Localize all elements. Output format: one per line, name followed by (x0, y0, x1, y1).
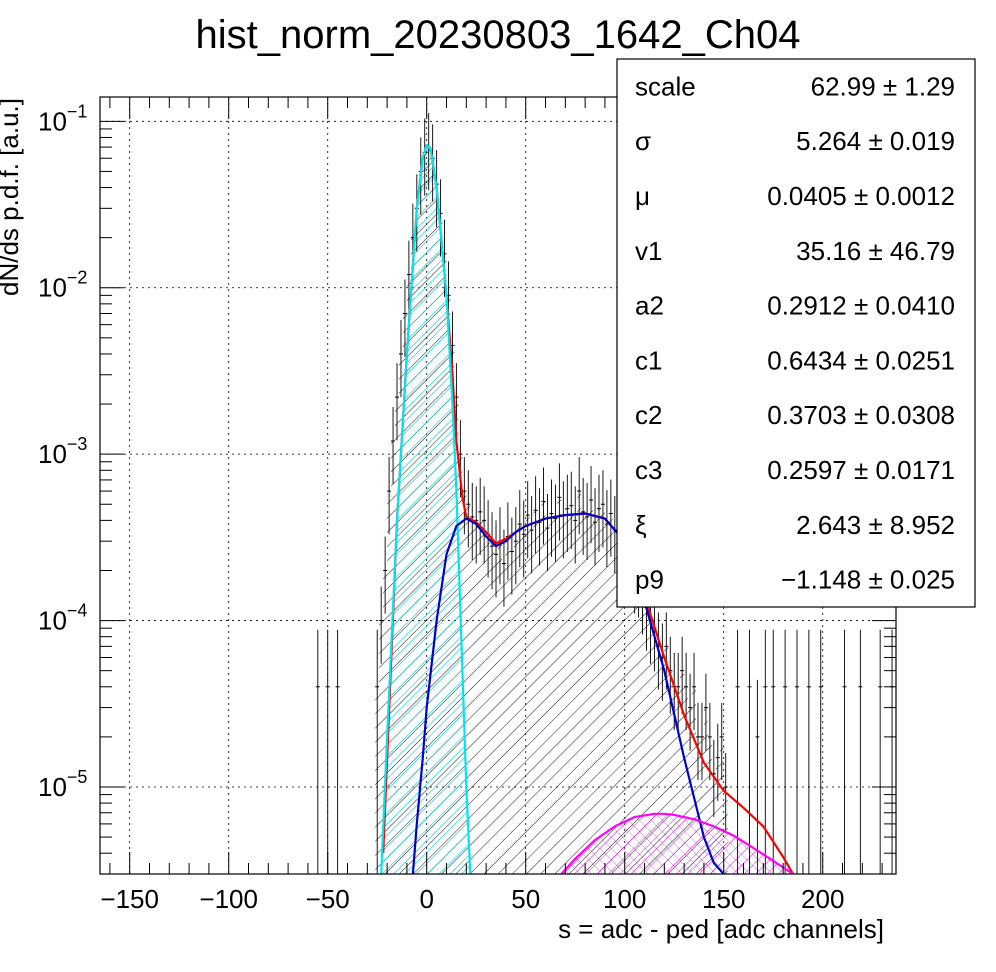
pedestal_component-curve (380, 144, 472, 874)
stats-param-value: 62.99 ± 1.29 (811, 71, 955, 101)
stats-param-value: 2.643 ± 8.952 (796, 510, 955, 540)
stats-param-value: −1.148 ± 0.025 (781, 565, 955, 595)
x-tick-label: −150 (100, 884, 159, 914)
x-tick-label: 0 (419, 884, 433, 914)
stats-frame (616, 58, 976, 608)
stats-param-name: c1 (635, 345, 662, 375)
y-tick-label: 10−3 (38, 434, 87, 469)
x-tick-label: −50 (306, 884, 350, 914)
x-tick-label: 100 (603, 884, 646, 914)
second_component-curve (560, 812, 794, 874)
y-axis-label: dN/ds p.d.f. [a.u.] (0, 98, 24, 296)
stats-box: scale 62.99 ± 1.29 σ 5.264 ± 0.019 μ 0.0405 ±… (616, 58, 976, 608)
x-axis-label: s = adc - ped [adc channels] (558, 914, 884, 944)
x-tick-label: 50 (511, 884, 540, 914)
x-tick-label: 200 (801, 884, 844, 914)
y-tick-label: 10−2 (38, 268, 87, 303)
stats-param-name: c2 (635, 400, 662, 430)
second_component-cross-hatch (561, 813, 794, 874)
chart-title: hist_norm_20230803_1642_Ch04 (196, 13, 801, 57)
stats-param-name: σ (635, 126, 651, 156)
stats-param-value: 5.264 ± 0.019 (796, 126, 955, 156)
y-tick-label: 10−1 (38, 101, 87, 136)
stats-param-value: 0.3703 ± 0.0308 (767, 400, 955, 430)
stats-param-value: 0.2912 ± 0.0410 (767, 291, 955, 321)
stats-param-name: a2 (635, 291, 664, 321)
stats-param-name: v1 (635, 236, 662, 266)
stats-param-name: c3 (635, 455, 662, 485)
signal_component-curve (411, 512, 725, 874)
x-tick-label: 150 (702, 884, 745, 914)
x-tick-label: −100 (199, 884, 258, 914)
fit-curves (380, 144, 794, 874)
stats-param-name: p9 (635, 565, 664, 595)
y-tick-label: 10−5 (38, 767, 87, 802)
y-tick-label: 10−4 (38, 601, 87, 636)
stats-param-name: μ (635, 181, 650, 211)
stats-param-name: scale (635, 71, 696, 101)
stats-param-value: 0.6434 ± 0.0251 (767, 345, 955, 375)
stats-param-value: 0.2597 ± 0.0171 (767, 455, 955, 485)
stats-param-name: ξ (635, 510, 647, 540)
stats-param-value: 35.16 ± 46.79 (796, 236, 955, 266)
stats-param-value: 0.0405 ± 0.0012 (767, 181, 955, 211)
